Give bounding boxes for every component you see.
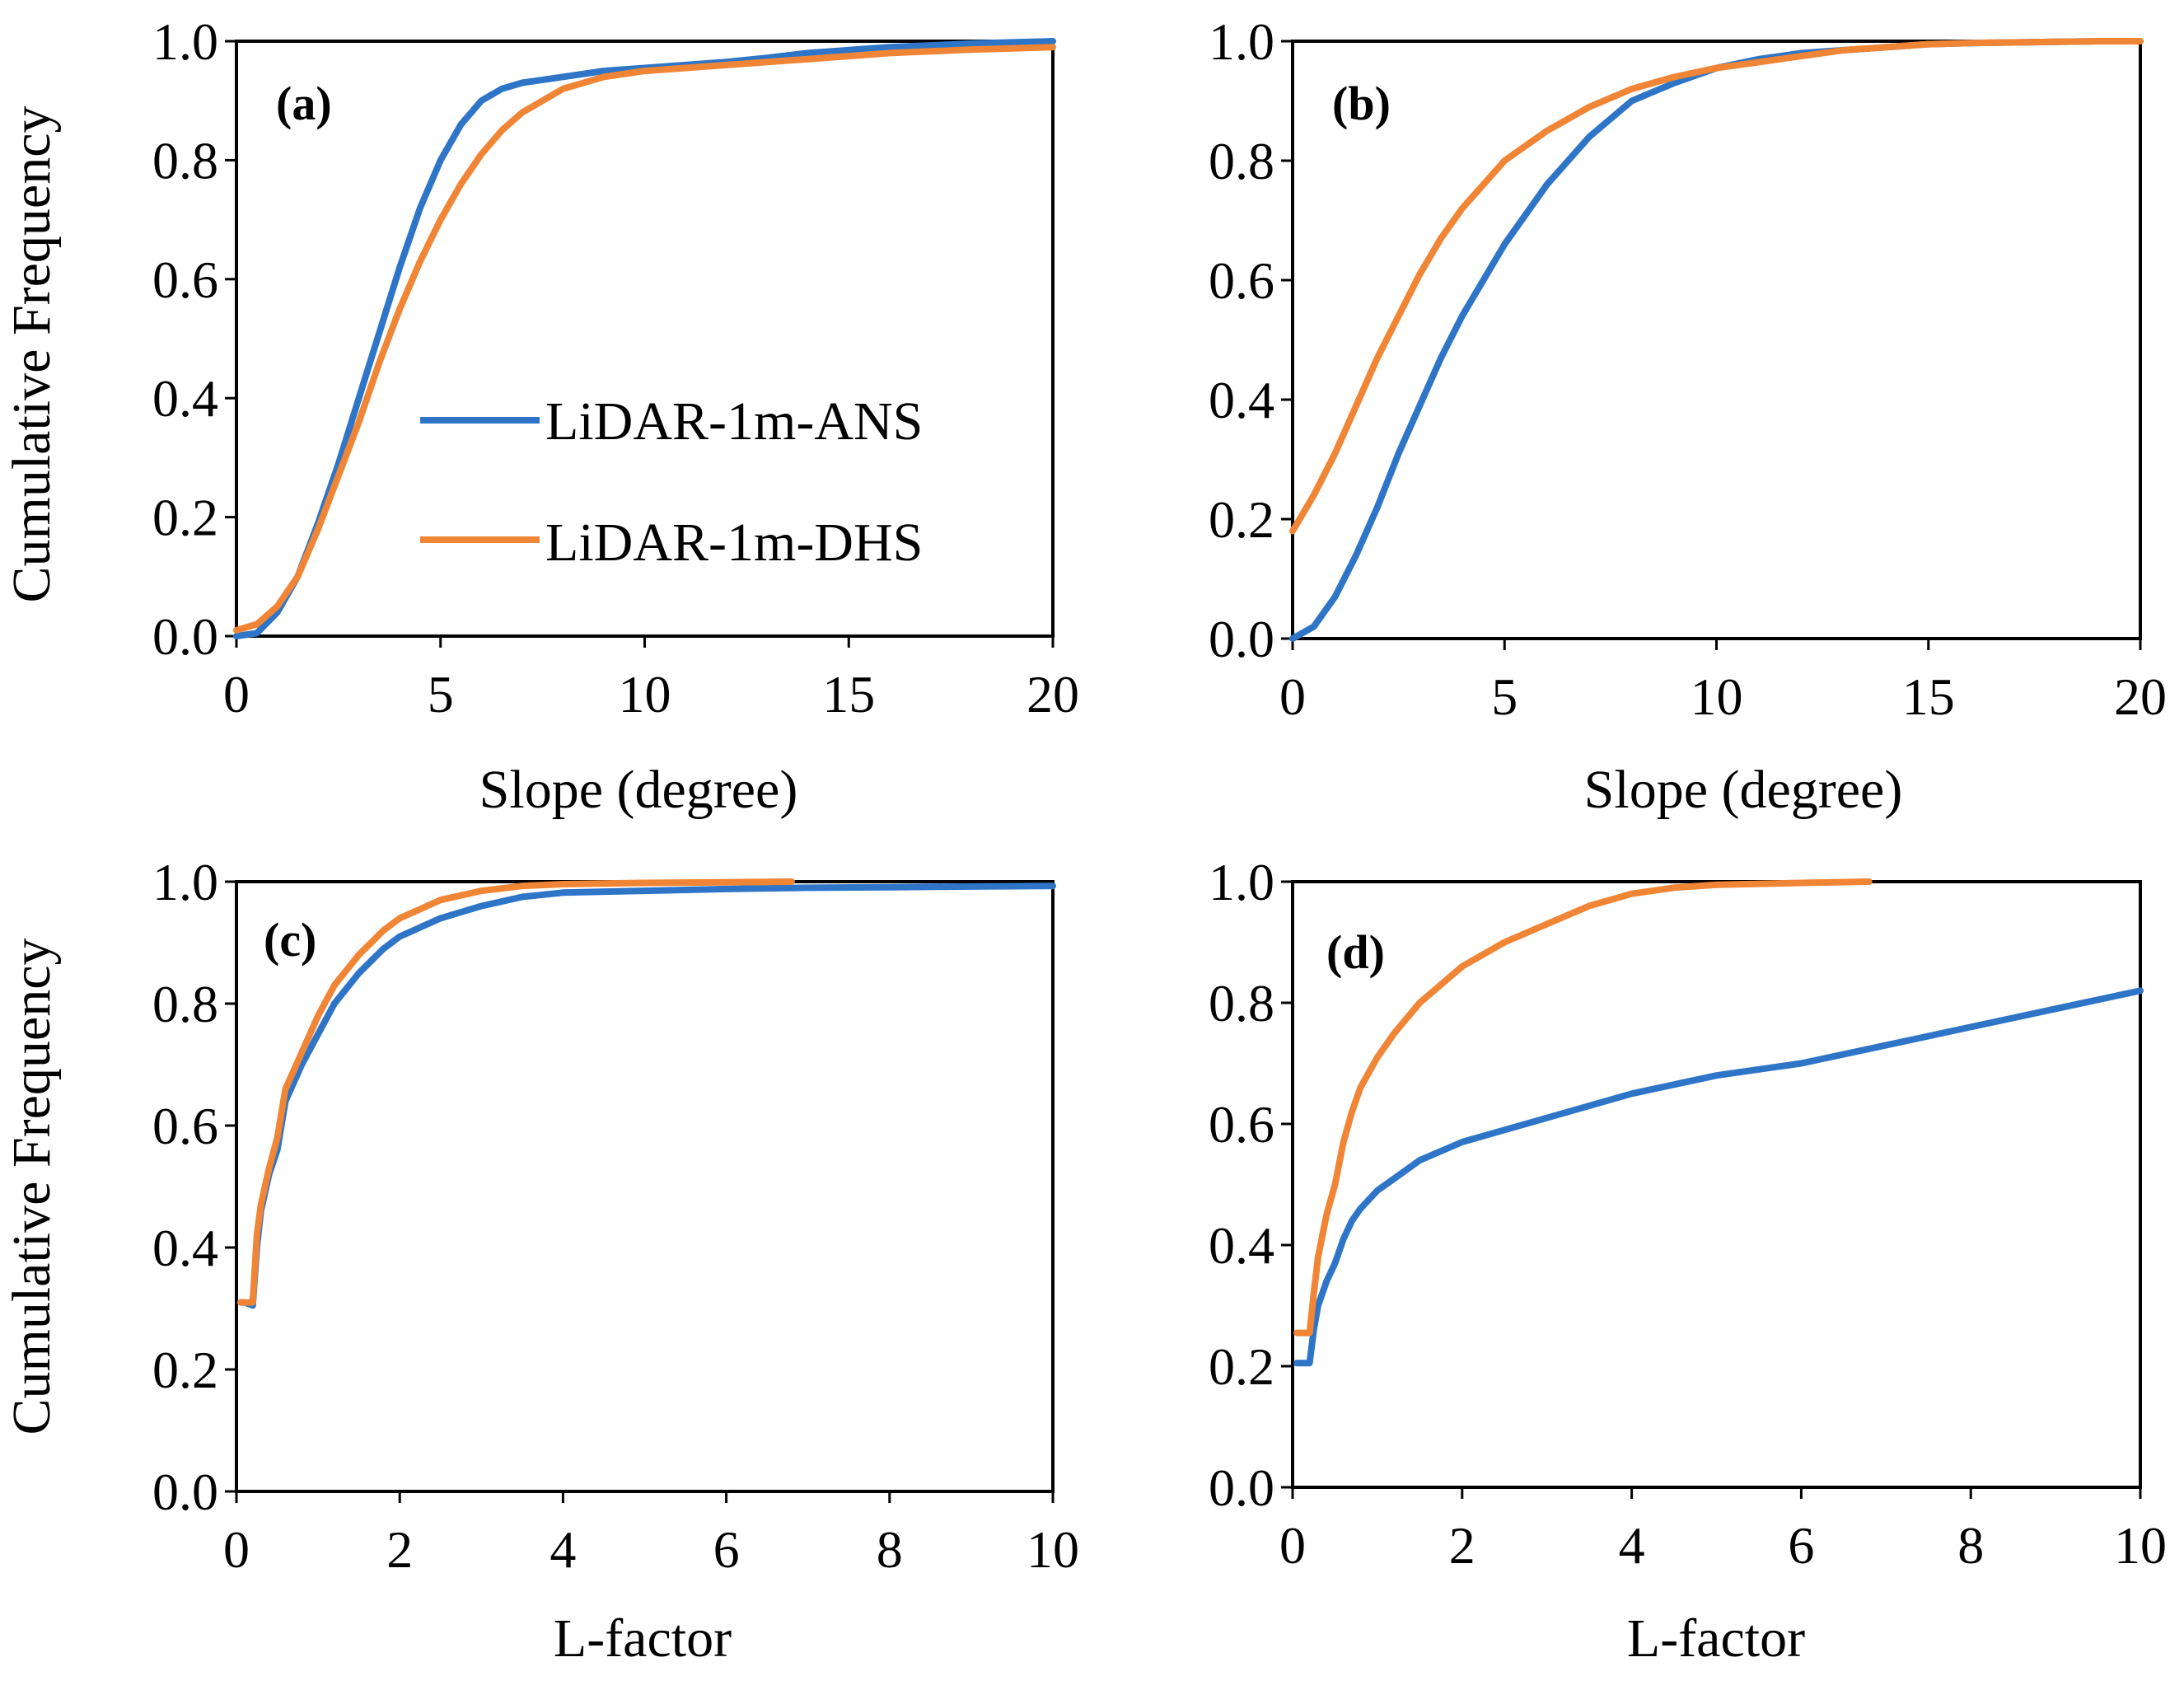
x-tick-label-d: 10 (2114, 1516, 2167, 1575)
y-tick-label-d: 0.6 (1209, 1095, 1274, 1154)
series-line-ans-a (233, 38, 1056, 639)
x-tick-label-d: 2 (1449, 1516, 1475, 1575)
panel-label-d: (d) (1326, 925, 1385, 979)
y-tick-label-d: 1.0 (1209, 853, 1274, 911)
x-tick-label-c: 2 (386, 1520, 413, 1579)
y-tick-label-b: 1.0 (1209, 12, 1274, 71)
x-tick-label-d: 4 (1619, 1516, 1645, 1575)
y-axis-label-c: Cumulative Frequency (2, 938, 62, 1435)
x-tick-label-a: 0 (223, 665, 250, 723)
x-tick-label-b: 5 (1491, 667, 1518, 726)
panel-d: L-factor (d) 0.0 0.2 0.4 0.6 0.8 1.0 0 2 4 6 8 10 (1209, 853, 2167, 1669)
y-tick-label-d: 0.0 (1209, 1458, 1274, 1517)
y-tick-label-b: 0.8 (1209, 132, 1274, 190)
series-line-ans-b (1289, 38, 2144, 642)
y-tick-label-c: 0.4 (152, 1219, 218, 1277)
y-tick-label-c: 0.6 (152, 1097, 218, 1155)
series-line-ans-d (1293, 987, 2144, 1367)
x-tick-label-c: 6 (713, 1520, 740, 1579)
panel-c: Cumulative Frequency L-factor (c) 0.0 0.2… (2, 853, 1079, 1669)
y-tick-label-c: 0.0 (152, 1463, 218, 1521)
x-tick-label-d: 6 (1788, 1516, 1814, 1575)
x-tick-label-d: 8 (1957, 1516, 1984, 1575)
y-axis-label-a: Cumulative Frequency (2, 105, 62, 602)
y-tick-label-a: 0.6 (152, 250, 218, 309)
series-line-dhs-a (233, 44, 1056, 634)
panel-a: Cumulative Frequency Slope (degree) (a) … (2, 12, 1079, 820)
legend-label-dhs: LiDAR-1m-DHS (545, 513, 923, 573)
y-tick-label-a: 1.0 (152, 12, 218, 71)
y-tick-label-d: 0.2 (1209, 1337, 1274, 1396)
y-tick-label-c: 0.2 (152, 1341, 218, 1399)
y-tick-label-c: 1.0 (152, 853, 218, 911)
x-tick-label-b: 15 (1902, 667, 1955, 726)
x-tick-label-c: 0 (223, 1520, 250, 1579)
y-tick-label-b: 0.4 (1209, 371, 1274, 429)
y-tick-label-b: 0.0 (1209, 610, 1274, 668)
x-tick-label-c: 4 (550, 1520, 576, 1579)
x-tick-label-c: 8 (877, 1520, 903, 1579)
x-tick-label-a: 20 (1027, 665, 1079, 723)
x-tick-label-a: 15 (822, 665, 875, 723)
panel-label-c: (c) (264, 913, 316, 967)
y-tick-label-b: 0.6 (1209, 251, 1274, 310)
y-tick-label-b: 0.2 (1209, 490, 1274, 549)
series-line-dhs-b (1289, 38, 2144, 535)
legend: LiDAR-1m-ANS LiDAR-1m-DHS (420, 391, 923, 573)
x-tick-label-c: 10 (1027, 1520, 1079, 1579)
plot-area-d (1291, 880, 2142, 1489)
x-axis-label-c: L-factor (554, 1608, 732, 1669)
x-tick-label-b: 0 (1279, 667, 1306, 726)
y-tick-label-c: 0.8 (152, 975, 218, 1033)
x-axis-label-b: Slope (degree) (1584, 760, 1903, 820)
x-axis-label-a: Slope (degree) (479, 760, 798, 820)
panel-label-a: (a) (276, 77, 332, 130)
legend-label-ans: LiDAR-1m-ANS (545, 391, 923, 452)
x-axis-label-d: L-factor (1627, 1608, 1805, 1669)
plot-area-b (1291, 40, 2142, 640)
series-line-dhs-d (1293, 878, 1873, 1337)
y-tick-label-a: 0.0 (152, 607, 218, 666)
y-tick-label-d: 0.4 (1209, 1216, 1274, 1275)
y-tick-label-a: 0.4 (152, 369, 218, 428)
panel-label-b: (b) (1332, 77, 1391, 130)
x-tick-label-d: 0 (1279, 1516, 1306, 1575)
series-line-dhs-c (237, 878, 795, 1306)
x-tick-label-b: 10 (1691, 667, 1743, 726)
y-tick-label-a: 0.8 (152, 131, 218, 190)
x-tick-label-b: 20 (2114, 667, 2167, 726)
x-tick-label-a: 5 (428, 665, 454, 723)
y-tick-label-d: 0.8 (1209, 974, 1274, 1032)
y-tick-label-a: 0.2 (152, 489, 218, 547)
x-tick-label-a: 10 (619, 665, 671, 723)
panel-b: Slope (degree) (b) 0.0 0.2 0.4 0.6 0.8 1.0 0 5 1… (1209, 12, 2167, 820)
